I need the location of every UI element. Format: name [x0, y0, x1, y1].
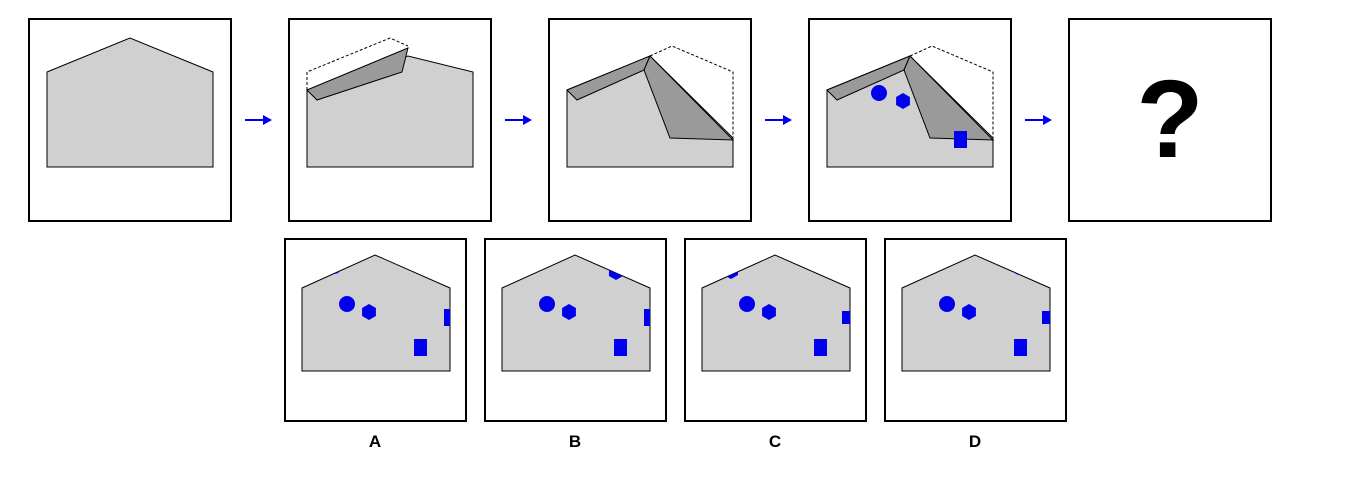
original-outline-dashed — [306, 37, 409, 90]
arrow-right-icon — [245, 115, 272, 125]
square-hole — [644, 309, 650, 326]
folded-flap-2 — [903, 55, 995, 141]
answer-placeholder: ? — [1068, 18, 1272, 222]
second-fold-figure — [566, 45, 735, 168]
option-b[interactable] — [484, 238, 667, 422]
circle-hole — [1012, 259, 1028, 275]
sequence-step-2 — [288, 18, 492, 222]
unfolded-paper — [901, 254, 1051, 372]
square-hole — [614, 339, 627, 356]
circle-hole — [927, 262, 937, 272]
circle-hole — [871, 85, 887, 101]
arrow-right-icon — [765, 115, 792, 125]
hexagon-hole — [962, 304, 976, 320]
option-a-label: A — [368, 432, 382, 451]
option-d-figure — [901, 254, 1051, 372]
square-hole — [414, 339, 427, 356]
circle-hole — [739, 296, 755, 312]
original-outline-dashed — [649, 45, 734, 140]
option-c[interactable] — [684, 238, 867, 422]
circle-hole — [326, 258, 342, 274]
original-outline-dashed — [909, 45, 994, 140]
hexagon-hole — [896, 93, 910, 109]
square-hole — [1014, 339, 1027, 356]
square-hole — [444, 309, 450, 326]
question-mark: ? — [1136, 58, 1204, 181]
first-fold-figure — [306, 37, 474, 168]
folded-flap-2 — [643, 55, 735, 141]
circle-hole — [939, 296, 955, 312]
square-hole — [814, 339, 827, 356]
sequence-step-1 — [28, 18, 232, 222]
option-a-figure — [301, 254, 451, 372]
hexagon-hole — [362, 304, 376, 320]
circle-hole — [339, 296, 355, 312]
square-hole — [954, 131, 967, 148]
option-a[interactable] — [284, 238, 467, 422]
square-hole — [1042, 311, 1050, 324]
option-d-label: D — [968, 432, 982, 451]
option-b-label: B — [568, 432, 582, 451]
option-b-figure — [501, 254, 651, 372]
folded-flap — [306, 47, 409, 101]
hexagon-hole — [562, 304, 576, 320]
unfolded-paper-figure — [46, 37, 214, 168]
unfolded-paper — [301, 254, 451, 372]
option-c-label: C — [768, 432, 782, 451]
option-c-figure — [701, 254, 851, 372]
unfolded-paper — [701, 254, 851, 372]
sequence-step-4 — [808, 18, 1012, 222]
hexagon-hole — [762, 304, 776, 320]
arrow-right-icon — [1025, 115, 1052, 125]
square-hole — [842, 311, 850, 324]
pentagon-paper — [46, 37, 214, 168]
arrow-right-icon — [505, 115, 532, 125]
sequence-step-3 — [548, 18, 752, 222]
circle-hole — [539, 296, 555, 312]
unfolded-paper — [501, 254, 651, 372]
punched-folded-figure — [826, 45, 995, 168]
circle-hole — [525, 262, 535, 272]
option-d[interactable] — [884, 238, 1067, 422]
